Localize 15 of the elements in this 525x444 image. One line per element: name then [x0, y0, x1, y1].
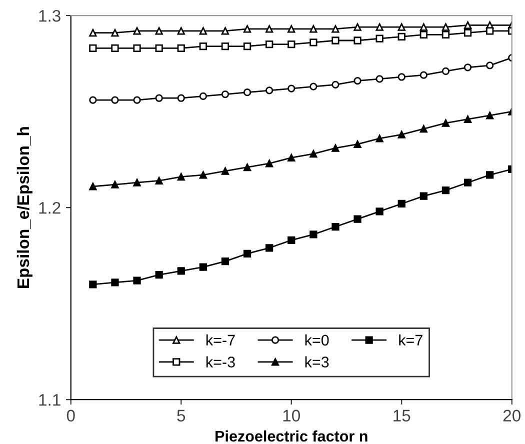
x-tick-label: 0: [66, 410, 75, 422]
y-tick-label: 1.3: [39, 10, 60, 22]
x-tick-label: 5: [177, 410, 186, 422]
y-axis-title: Epsilon_e/Epsilon_h: [16, 127, 32, 288]
legend-label: k=-7: [206, 334, 235, 346]
legend-label: k=-3: [206, 356, 235, 368]
x-axis-title: Piezoelectric factor n: [216, 430, 368, 442]
y-tick-label: 1.2: [39, 202, 60, 214]
legend-label: k=0: [305, 334, 329, 346]
legend-label: k=3: [305, 356, 329, 368]
x-tick-label: 20: [503, 410, 520, 422]
legend-label: k=7: [399, 334, 422, 346]
y-tick-label: 1.1: [39, 394, 60, 406]
x-tick-label: 10: [283, 410, 300, 422]
x-tick-label: 15: [394, 410, 410, 422]
